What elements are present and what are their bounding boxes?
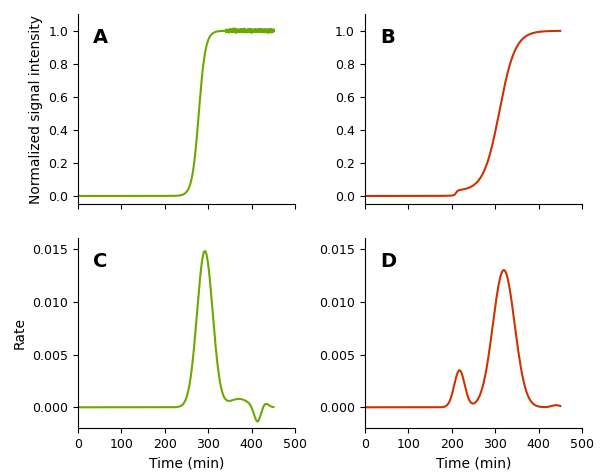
X-axis label: Time (min): Time (min) — [149, 456, 224, 471]
Y-axis label: Rate: Rate — [13, 317, 27, 349]
Text: B: B — [380, 28, 395, 47]
X-axis label: Time (min): Time (min) — [436, 456, 511, 471]
Y-axis label: Normalized signal intensity: Normalized signal intensity — [29, 15, 43, 204]
Text: A: A — [93, 28, 109, 47]
Text: C: C — [93, 252, 107, 271]
Text: D: D — [380, 252, 396, 271]
